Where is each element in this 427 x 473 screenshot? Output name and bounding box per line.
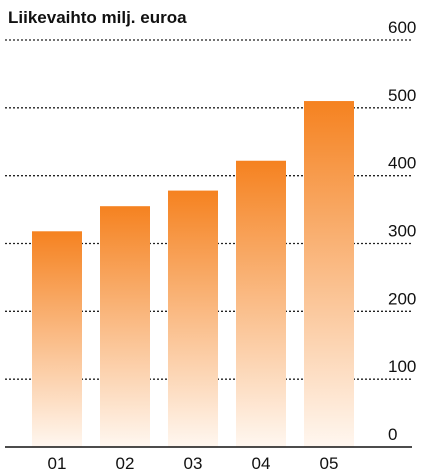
- y-tick-labels: 0 100 200 300 400 500 600: [388, 18, 416, 444]
- bars: [32, 101, 354, 448]
- bar-03: [168, 190, 218, 447]
- x-tick-labels: 01 02 03 04 05: [48, 454, 339, 473]
- bar-04: [236, 160, 286, 447]
- y-tick-label: 0: [388, 425, 397, 444]
- y-tick-label: 400: [388, 154, 416, 173]
- bar-05: [304, 101, 354, 448]
- y-tick-label: 200: [388, 289, 416, 308]
- y-tick-label: 600: [388, 18, 416, 37]
- bar-02: [100, 206, 150, 447]
- x-tick-label: 05: [320, 454, 339, 473]
- x-tick-label: 04: [252, 454, 271, 473]
- bar-01: [32, 231, 82, 447]
- x-tick-label: 01: [48, 454, 67, 473]
- x-tick-label: 02: [116, 454, 135, 473]
- y-tick-label: 500: [388, 86, 416, 105]
- y-tick-label: 100: [388, 357, 416, 376]
- x-tick-label: 03: [184, 454, 203, 473]
- chart-title: Liikevaihto milj. euroa: [8, 8, 187, 27]
- y-tick-label: 300: [388, 222, 416, 241]
